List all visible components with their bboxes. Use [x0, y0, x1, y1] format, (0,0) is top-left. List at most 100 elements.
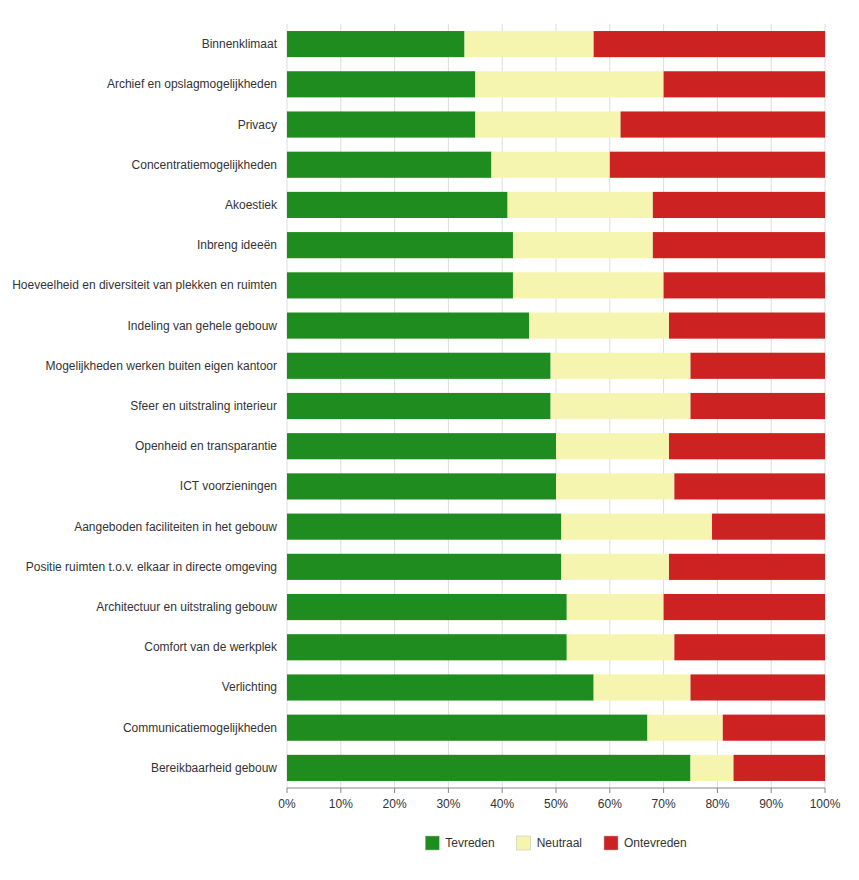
bar-segment: Tevreden: 38 — [287, 152, 491, 178]
category-label: Akoestiek — [225, 198, 278, 212]
bar-segment: Ontevreden: 28 — [674, 473, 825, 499]
bar-segment: Tevreden: 67 — [287, 715, 647, 741]
bar-segment: Neutraal: 18 — [594, 674, 691, 700]
bar-segment: Tevreden: 35 — [287, 111, 475, 137]
x-tick-label: 50% — [544, 797, 568, 811]
category-label: Architectuur en uitstraling gebouw — [96, 600, 277, 614]
category-label: Hoeveelheid en diversiteit van plekken e… — [12, 278, 277, 292]
x-tick-label: 10% — [329, 797, 353, 811]
bar-segment: Neutraal: 27 — [475, 111, 620, 137]
x-tick — [609, 788, 610, 793]
bar-segment: Tevreden: 49 — [287, 353, 551, 379]
bar-segment: Neutraal: 35 — [475, 71, 663, 97]
category-label: Archief en opslagmogelijkheden — [107, 77, 277, 91]
y-axis: Binnenklimaat Archief en opslagmogelijkhe… — [12, 37, 278, 775]
bar-segment: Ontevreden: 43 — [594, 31, 825, 57]
x-tick-label: 80% — [705, 797, 729, 811]
bar-segment: Neutraal: 22 — [491, 152, 609, 178]
x-tick — [394, 788, 395, 793]
bar-segment: Neutraal: 28 — [513, 272, 664, 298]
bar-segment: Neutraal: 22 — [556, 473, 674, 499]
bar-segment: Neutraal: 20 — [567, 634, 675, 660]
x-axis: 0%10%20%30%40%50%60%70%80%90%100% — [278, 788, 840, 811]
x-tick-label: 30% — [436, 797, 460, 811]
bar-segment: Ontevreden: 29 — [669, 433, 825, 459]
bar-segment: Tevreden: 51 — [287, 554, 561, 580]
bar-segment: Neutraal: 26 — [551, 353, 691, 379]
bar-segment: Tevreden: 35 — [287, 71, 475, 97]
bars: Tevreden: 33 Tevreden: 35 Tevreden: 35 Tevr… — [287, 31, 825, 781]
category-label: Bereikbaarheid gebouw — [151, 761, 277, 775]
bar-segment: Tevreden: 49 — [287, 393, 551, 419]
x-tick — [771, 788, 772, 793]
category-label: Mogelijkheden werken buiten eigen kantoo… — [46, 359, 278, 373]
bar-segment: Tevreden: 75 — [287, 755, 691, 781]
x-tick-label: 100% — [810, 797, 841, 811]
bar-segment: Tevreden: 42 — [287, 232, 513, 258]
bar-segment: Tevreden: 52 — [287, 594, 567, 620]
bar-segment: Neutraal: 28 — [561, 514, 712, 540]
bar-segment: Neutraal: 14 — [647, 715, 722, 741]
category-label: Inbreng ideeën — [197, 238, 277, 252]
bar-segment: Ontevreden: 30 — [664, 594, 825, 620]
bar-segment: Ontevreden: 21 — [712, 514, 825, 540]
bar-segment: Neutraal: 26 — [513, 232, 653, 258]
category-label: Communicatiemogelijkheden — [123, 721, 277, 735]
bar-segment: Ontevreden: 30 — [664, 71, 825, 97]
bar-segment: Tevreden: 50 — [287, 473, 556, 499]
chart-svg: Tevreden: 33 Tevreden: 35 Tevreden: 35 Tevr… — [0, 0, 859, 880]
category-label: Sfeer en uitstraling interieur — [130, 399, 277, 413]
category-label: Privacy — [238, 118, 277, 132]
x-tick — [717, 788, 718, 793]
bar-segment: Ontevreden: 19 — [723, 715, 825, 741]
bar-segment: Neutraal: 26 — [529, 313, 669, 339]
x-tick — [340, 788, 341, 793]
bar-segment: Neutraal: 18 — [567, 594, 664, 620]
legend-swatch — [604, 836, 618, 850]
x-tick — [825, 788, 826, 793]
bar-segment: Tevreden: 51 — [287, 514, 561, 540]
bar-segment: Tevreden: 57 — [287, 674, 594, 700]
category-label: Indeling van gehele gebouw — [128, 319, 278, 333]
series: Tevreden: 33 Tevreden: 35 Tevreden: 35 Tevr… — [287, 31, 691, 781]
bar-segment: Neutraal: 27 — [508, 192, 653, 218]
x-tick-label: 70% — [652, 797, 676, 811]
category-label: Openheid en transparantie — [135, 439, 277, 453]
x-tick — [502, 788, 503, 793]
bar-segment: Tevreden: 33 — [287, 31, 465, 57]
x-tick — [287, 788, 288, 793]
bar-segment: Ontevreden: 30 — [664, 272, 825, 298]
legend-swatch — [425, 836, 439, 850]
bar-segment: Ontevreden: 17 — [734, 755, 825, 781]
category-label: Binnenklimaat — [202, 37, 278, 51]
x-tick — [663, 788, 664, 793]
bar-segment: Neutraal: 20 — [561, 554, 669, 580]
legend-label: Neutraal — [537, 836, 582, 850]
bar-segment: Ontevreden: 29 — [669, 554, 825, 580]
x-tick — [448, 788, 449, 793]
category-label: Concentratiemogelijkheden — [132, 158, 277, 172]
category-label: Comfort van de werkplek — [144, 640, 278, 654]
bar-segment: Ontevreden: 29 — [669, 313, 825, 339]
x-tick-label: 40% — [490, 797, 514, 811]
bar-segment: Tevreden: 45 — [287, 313, 529, 339]
bar-segment: Neutraal: 24 — [465, 31, 594, 57]
bar-segment: Tevreden: 52 — [287, 634, 567, 660]
bar-segment: Ontevreden: 25 — [691, 674, 826, 700]
chart-container: Tevreden: 33 Tevreden: 35 Tevreden: 35 Tevr… — [0, 0, 859, 880]
bar-segment: Ontevreden: 25 — [691, 393, 826, 419]
category-label: Verlichting — [222, 680, 277, 694]
category-label: Aangeboden faciliteiten in het gebouw — [74, 520, 277, 534]
legend: TevredenNeutraalOntevreden — [425, 836, 686, 850]
legend-label: Tevreden — [445, 836, 494, 850]
series: Ontevreden: 43 Ontevreden: 30 Ontevreden: … — [594, 31, 825, 781]
bar-segment: Ontevreden: 32 — [653, 232, 825, 258]
bar-segment: Ontevreden: 40 — [610, 152, 825, 178]
category-label: Positie ruimten t.o.v. elkaar in directe… — [26, 560, 277, 574]
bar-segment: Neutraal: 21 — [556, 433, 669, 459]
x-tick-label: 0% — [278, 797, 296, 811]
bar-segment: Ontevreden: 25 — [691, 353, 826, 379]
legend-swatch — [517, 836, 531, 850]
x-tick-label: 90% — [759, 797, 783, 811]
bar-segment: Ontevreden: 28 — [674, 634, 825, 660]
